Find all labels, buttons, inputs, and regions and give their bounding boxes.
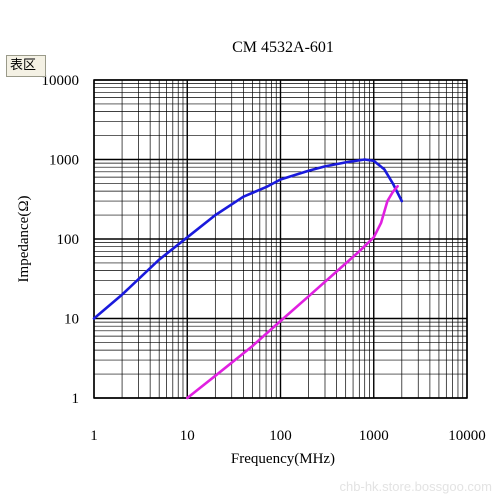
- x-tick-labels: 1 10 100 1000 10000: [90, 428, 486, 444]
- series-line-1: [92, 158, 404, 320]
- tag-label: 表区: [6, 55, 46, 77]
- y-tick-labels: 1 10 100 1000 10000: [42, 73, 80, 407]
- x-tick-label: 1: [90, 428, 98, 444]
- series-layer: [92, 158, 404, 400]
- x-tick-label: 1000: [359, 428, 389, 444]
- y-tick-label: 10000: [42, 73, 80, 89]
- x-tick-label: 10: [180, 428, 195, 444]
- y-tick-label: 10: [64, 312, 79, 328]
- y-tick-label: 100: [57, 232, 80, 248]
- x-tick-label: 100: [269, 428, 292, 444]
- y-axis-label: Impedance(Ω): [16, 196, 32, 283]
- plot-frame: [93, 79, 468, 399]
- x-axis-label: Frequency(MHz): [231, 451, 335, 467]
- x-tick-label: 10000: [448, 428, 486, 444]
- y-tick-label: 1: [72, 391, 80, 407]
- y-tick-label: 1000: [49, 153, 79, 169]
- series-line-2: [186, 185, 399, 400]
- watermark-text: chb-hk.store.bossgoo.com: [339, 479, 492, 494]
- chart-title: CM 4532A-601: [232, 39, 334, 56]
